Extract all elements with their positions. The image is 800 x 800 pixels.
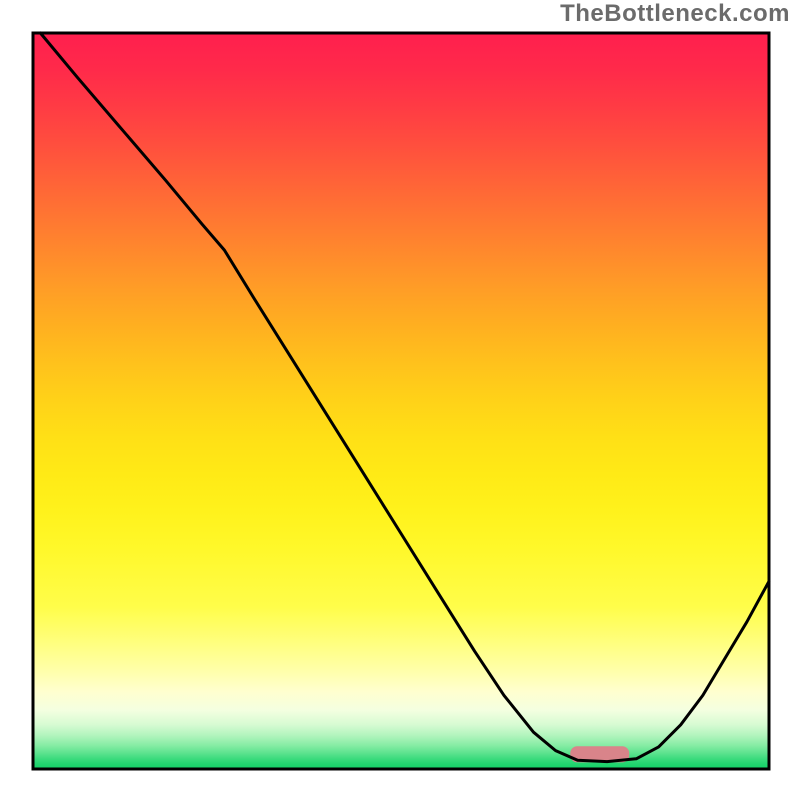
- plot-background: [33, 33, 769, 769]
- watermark-text: TheBottleneck.com: [560, 0, 790, 28]
- figure-root: TheBottleneck.com: [0, 0, 800, 800]
- bottleneck-chart-svg: [0, 0, 800, 800]
